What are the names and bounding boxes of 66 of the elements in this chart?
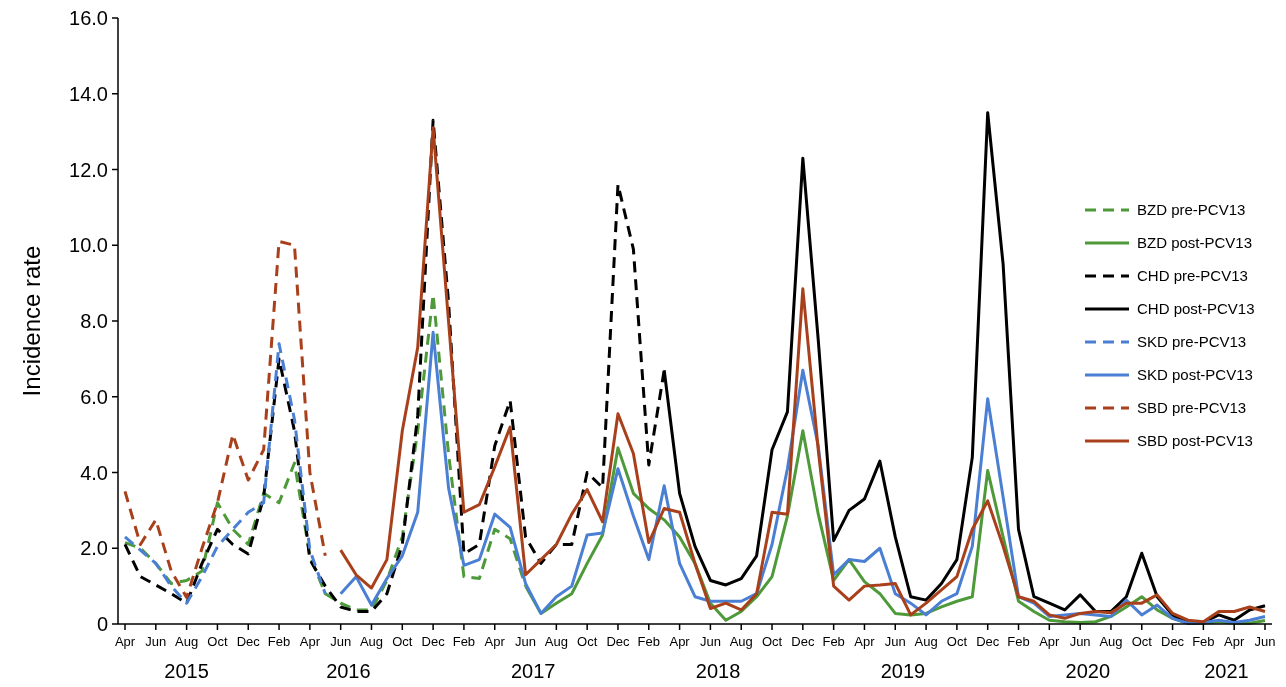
x-tick-label: Jun xyxy=(145,634,167,649)
x-tick-label: Jun xyxy=(1254,634,1276,649)
x-tick-label: Dec xyxy=(236,634,261,649)
y-tick-label: 12.0 xyxy=(69,158,108,181)
x-tick-label: Apr xyxy=(854,634,876,649)
text: 2015 xyxy=(164,660,209,682)
x-tick-label: Apr xyxy=(1224,634,1245,649)
x-tick-label: Jun xyxy=(1069,634,1091,649)
x-tick-label: Dec xyxy=(1161,634,1185,649)
text: 2018 xyxy=(695,660,741,682)
y-tick-label: 10.0 xyxy=(69,234,108,257)
x-tick-label: Aug xyxy=(729,634,753,649)
x-tick-label: Apr xyxy=(1039,634,1061,649)
x-tick-label: Feb xyxy=(267,634,291,649)
legend-label: BZD post-PCV13 xyxy=(1137,234,1253,252)
x-tick-label: Feb xyxy=(1007,634,1030,649)
x-tick-label: Feb xyxy=(637,634,660,649)
text: 2021 xyxy=(1204,660,1249,682)
y-axis-title: Incidence rate xyxy=(18,245,45,397)
x-tick-label: Feb xyxy=(822,634,845,649)
x-tick-label: Dec xyxy=(606,634,631,649)
x-tick-label: Apr xyxy=(114,634,136,649)
x-tick-label: Apr xyxy=(484,634,506,649)
x-tick-label: Oct xyxy=(1131,634,1153,649)
y-tick-label: 14.0 xyxy=(69,82,108,105)
y-tick-label: 6.0 xyxy=(80,385,108,408)
legend-label: CHD pre-PCV13 xyxy=(1137,267,1248,285)
x-tick-label: Aug xyxy=(175,634,199,649)
y-tick-label: 4.0 xyxy=(80,461,108,484)
legend-label: SKD pre-PCV13 xyxy=(1137,333,1247,351)
text: 2020 xyxy=(1065,660,1111,682)
y-tick-label: 2.0 xyxy=(80,537,108,560)
x-tick-label: Jun xyxy=(884,634,906,649)
x-tick-label: Aug xyxy=(1099,634,1123,649)
x-tick-label: Oct xyxy=(761,634,783,649)
y-tick-label: 8.0 xyxy=(80,310,108,332)
x-tick-label: Aug xyxy=(544,634,568,649)
line-series xyxy=(339,126,1267,624)
legend-label: SKD post-PCV13 xyxy=(1137,366,1253,384)
x-tick-label: Feb xyxy=(452,634,476,649)
text: 2019 xyxy=(880,660,926,682)
line-series xyxy=(123,239,327,599)
legend-label: CHD post-PCV13 xyxy=(1137,300,1255,318)
y-tick-label: 0 xyxy=(96,613,108,635)
y-tick-label: 16.0 xyxy=(69,7,108,29)
x-tick-label: Apr xyxy=(299,634,321,649)
legend-label: SBD post-PCV13 xyxy=(1137,432,1253,450)
legend-label: SBD pre-PCV13 xyxy=(1137,399,1247,417)
x-tick-label: Jun xyxy=(515,634,537,649)
x-tick-label: Jun xyxy=(330,634,352,649)
x-tick-label: Dec xyxy=(791,634,815,649)
x-tick-label: Oct xyxy=(577,634,598,649)
x-tick-label: Feb xyxy=(1192,634,1215,649)
x-tick-label: Dec xyxy=(976,634,1000,649)
text: 2016 xyxy=(326,660,371,682)
legend-label: BZD pre-PCV13 xyxy=(1137,201,1246,219)
x-tick-label: Dec xyxy=(421,634,446,649)
x-tick-label: Aug xyxy=(359,634,384,649)
x-tick-label: Aug xyxy=(914,634,938,649)
x-tick-label: Oct xyxy=(946,634,968,649)
x-tick-label: Oct xyxy=(392,634,413,649)
x-tick-label: Jun xyxy=(699,634,721,649)
text: 2017 xyxy=(510,660,556,682)
line-series xyxy=(123,342,327,605)
x-tick-label: Oct xyxy=(207,634,228,649)
x-tick-label: Apr xyxy=(669,634,691,649)
